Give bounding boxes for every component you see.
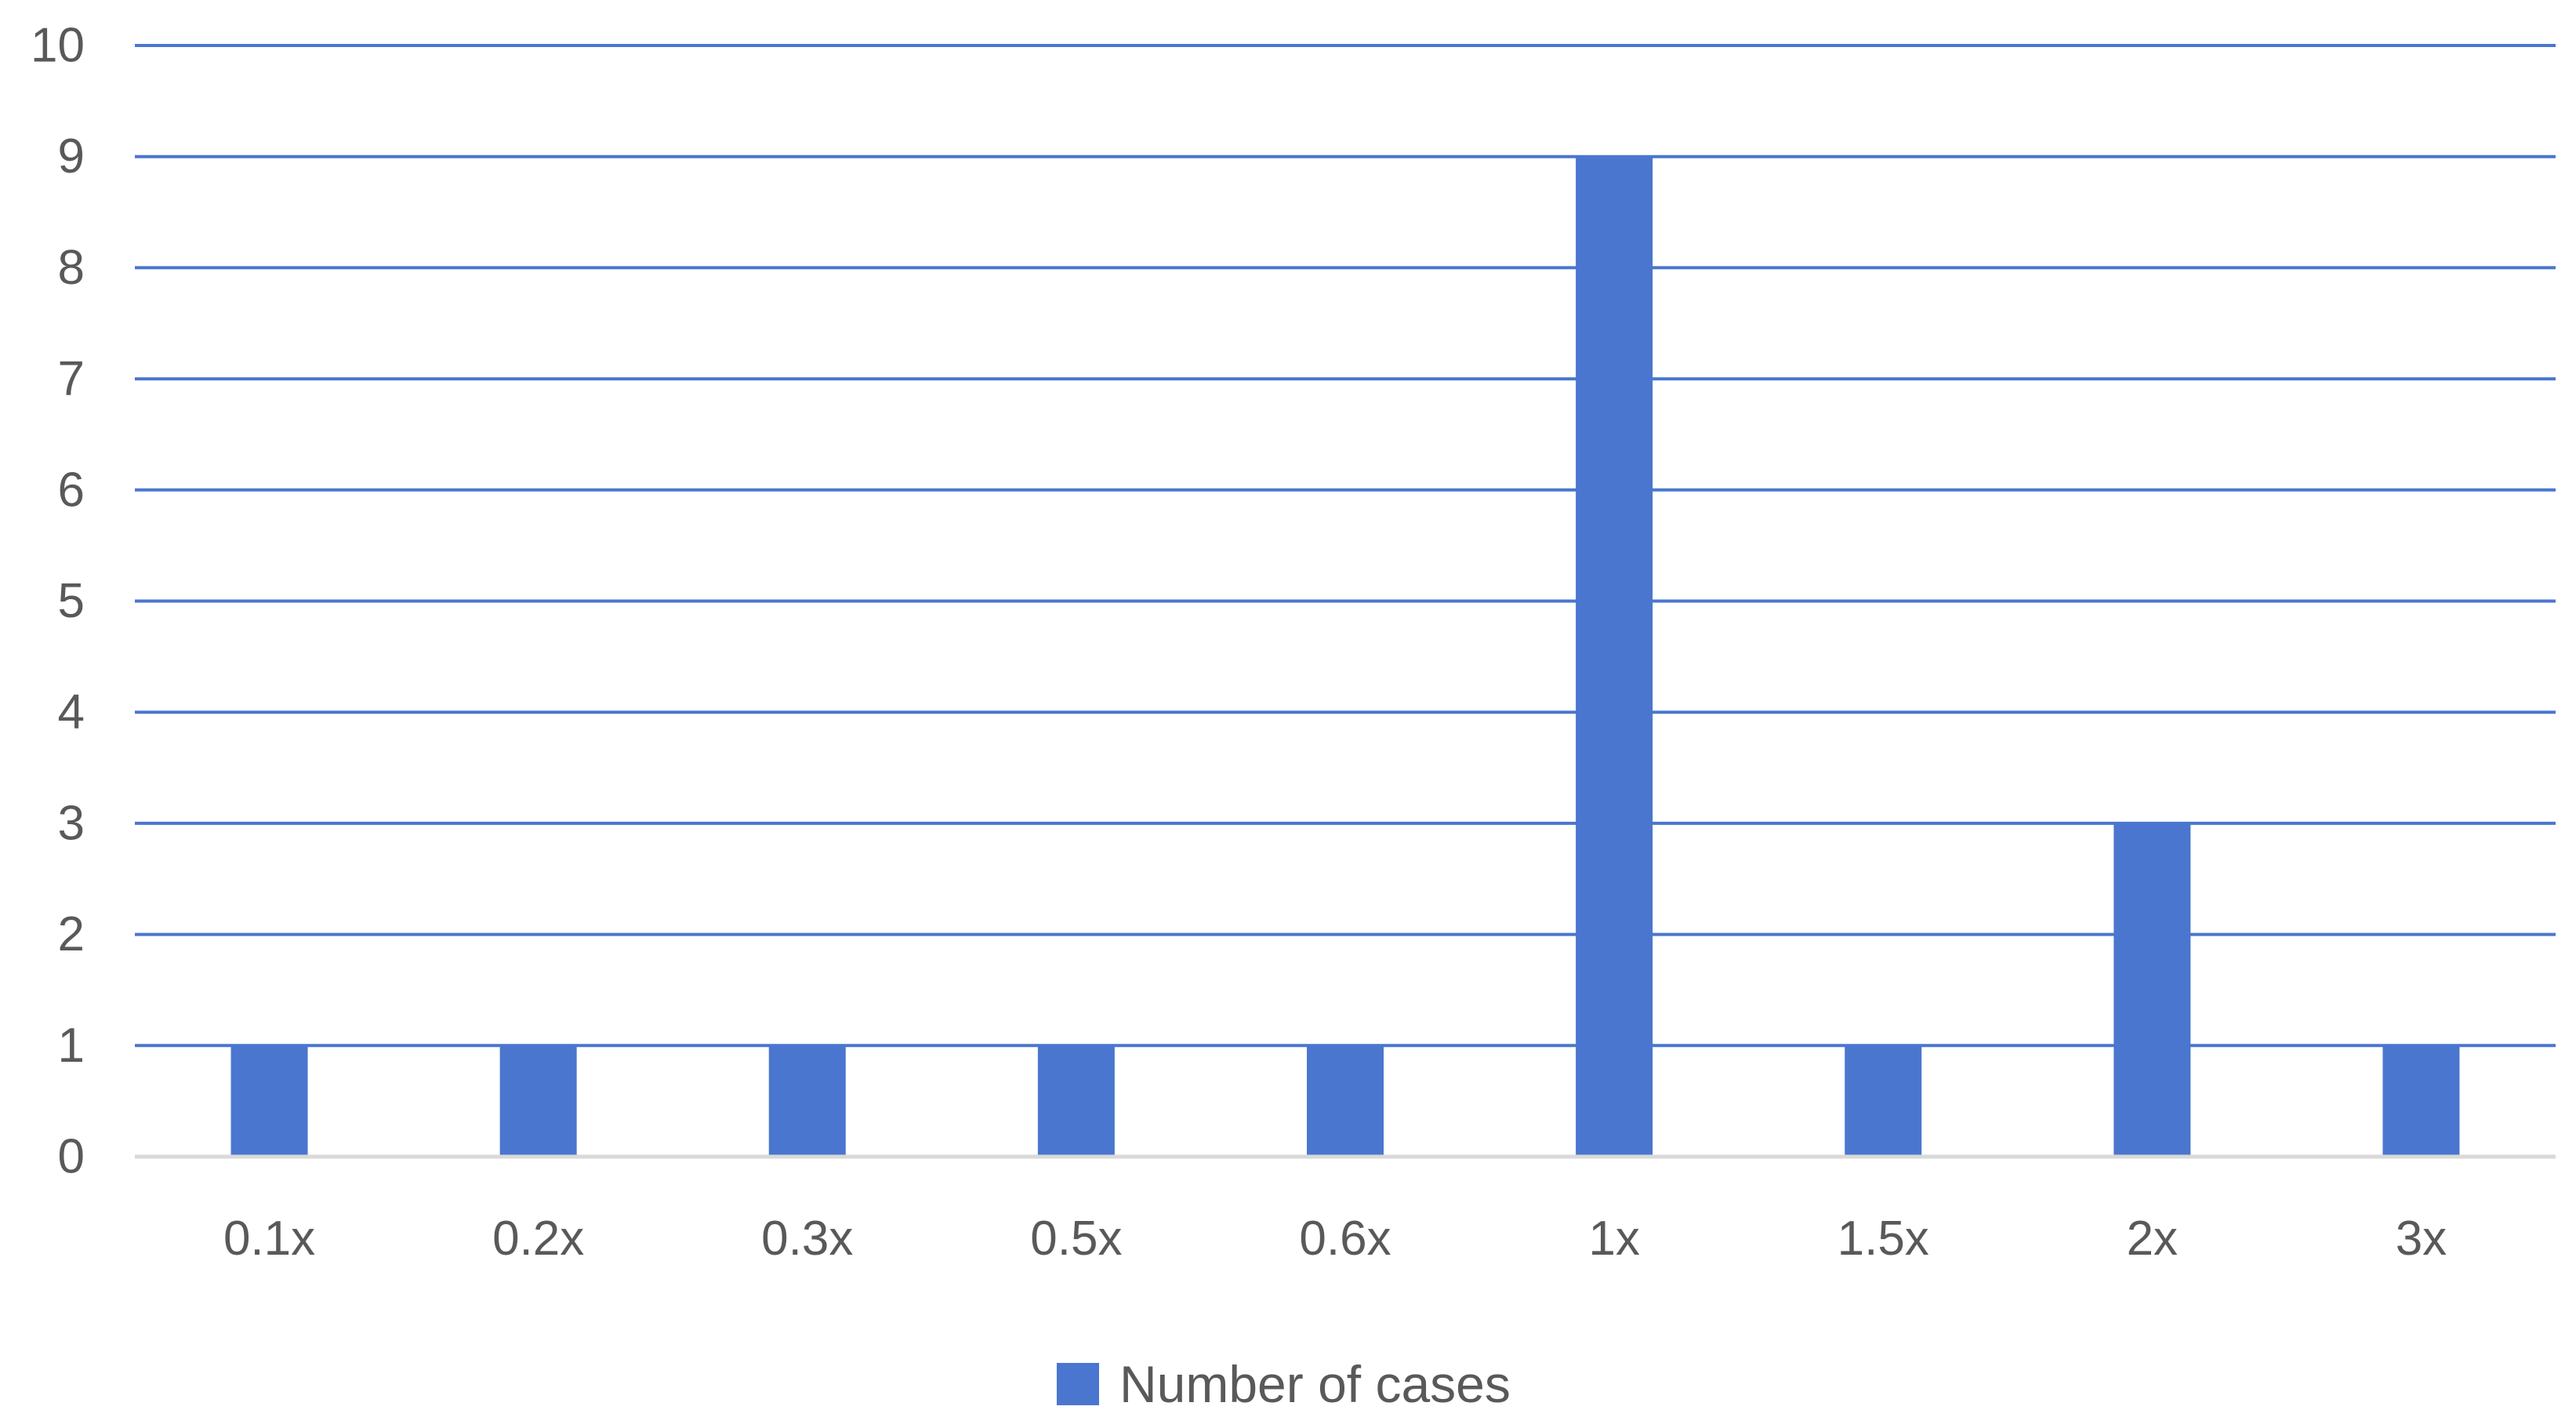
bar-0.1x [230,1045,308,1157]
legend-label: Number of cases [1119,1355,1511,1413]
y-tick-label: 3 [58,796,85,850]
bar-0.5x [1037,1045,1115,1157]
bar-0.6x [1307,1045,1384,1157]
y-tick-label: 1 [58,1019,85,1073]
bar-1.5x [1845,1045,1922,1157]
x-tick-label: 0.6x [1299,1212,1391,1266]
bars [230,156,2460,1157]
bar-2x [2113,823,2191,1157]
y-axis-tick-labels: 0 1 2 3 4 5 6 7 8 9 10 [31,19,85,1184]
x-tick-label: 0.2x [492,1212,584,1266]
y-tick-label: 0 [58,1130,85,1184]
x-tick-label: 3x [2396,1212,2447,1266]
y-tick-label: 10 [31,19,85,73]
x-tick-label: 2x [2127,1212,2178,1266]
x-axis-tick-labels: 0.1x 0.2x 0.3x 0.5x 0.6x 1x 1.5x 2x 3x [223,1212,2447,1266]
x-tick-label: 0.3x [761,1212,853,1266]
y-tick-label: 5 [58,574,85,628]
y-tick-label: 2 [58,907,85,961]
bar-1x [1576,156,1653,1157]
y-tick-label: 7 [58,352,85,406]
bar-0.2x [499,1045,577,1157]
x-tick-label: 1x [1588,1212,1639,1266]
x-tick-label: 0.5x [1030,1212,1122,1266]
x-tick-label: 1.5x [1838,1212,1929,1266]
x-tick-label: 0.1x [223,1212,315,1266]
legend: Number of cases [1057,1355,1511,1413]
y-tick-label: 9 [58,129,85,183]
legend-swatch [1057,1363,1099,1405]
bar-3x [2382,1045,2460,1157]
bar-0.3x [768,1045,846,1157]
y-tick-label: 4 [58,685,85,739]
y-tick-label: 8 [58,241,85,295]
y-tick-label: 6 [58,463,85,517]
gridlines [135,44,2556,1048]
